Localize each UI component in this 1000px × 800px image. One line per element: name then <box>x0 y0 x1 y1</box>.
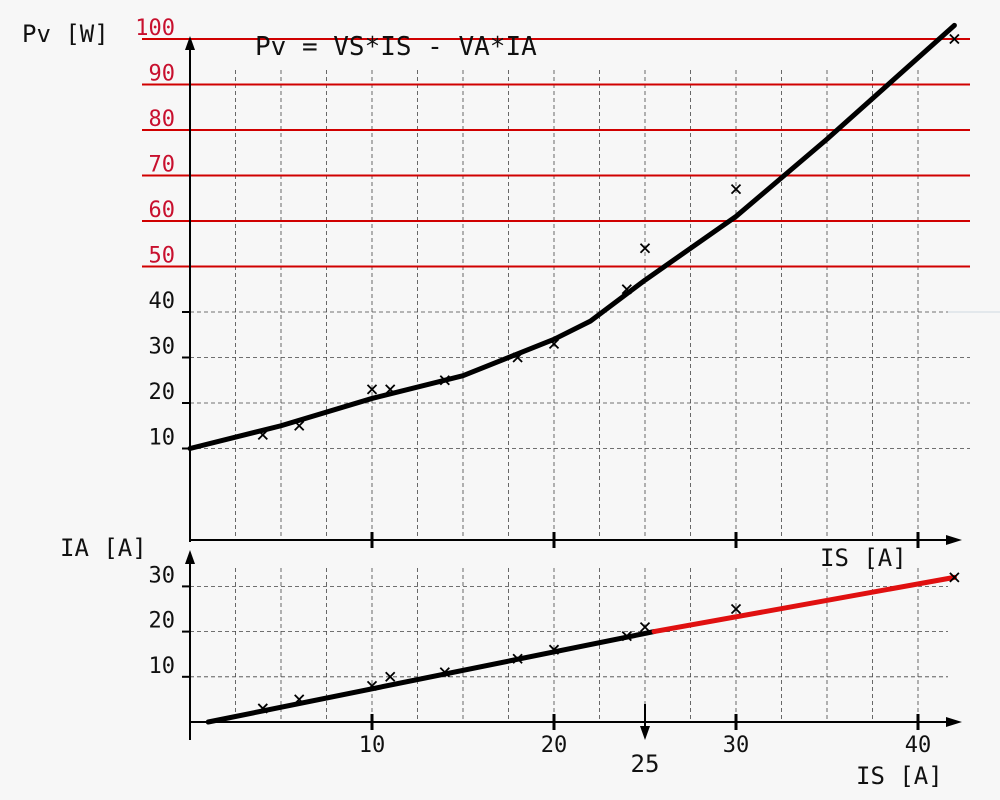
top-chart-title: Pv = VS*IS - VA*IA <box>255 32 537 62</box>
top-data-point <box>949 33 960 45</box>
bottom-x-tick-label: 40 <box>905 733 932 758</box>
marker-x-stroke <box>949 572 960 583</box>
markers-layer <box>257 33 960 714</box>
bottom-x-tick-label: 20 <box>541 733 568 758</box>
top-data-point <box>385 384 396 395</box>
marker-25-label: 25 <box>631 750 660 778</box>
bottom-data-point <box>949 572 960 583</box>
bottom-data-point <box>512 653 523 664</box>
bottom-x-tick-label: 30 <box>723 733 750 758</box>
top-y-tick-label: 20 <box>149 380 176 405</box>
top-y-tick-label: 80 <box>149 107 176 132</box>
marker-x-stroke <box>439 667 450 678</box>
marker-x-stroke <box>385 384 396 395</box>
bottom-fit-line-black <box>205 629 657 725</box>
marker-x-stroke <box>730 603 742 615</box>
bottom-data-point <box>621 630 632 642</box>
bottom-data-point <box>366 680 378 691</box>
top-y-tick-label: 10 <box>149 426 176 451</box>
bottom-data-point <box>439 667 450 678</box>
marker-x-stroke <box>730 184 742 195</box>
marker-x-stroke <box>621 284 632 295</box>
curves-layer <box>187 22 957 725</box>
top-y-tick-label: 60 <box>149 198 176 223</box>
marker-x-stroke <box>257 429 268 440</box>
bottom-x-tick-label: 10 <box>359 733 386 758</box>
top-data-point <box>621 284 632 295</box>
top-y-tick-label: 40 <box>149 289 176 314</box>
bottom-data-point <box>548 644 560 655</box>
axes-layer <box>185 36 962 740</box>
marker-x-stroke <box>512 653 523 664</box>
marker-x-stroke <box>366 384 378 395</box>
bottom-data-point <box>730 603 742 615</box>
top-data-point <box>294 420 305 431</box>
top-x-arrow <box>946 535 962 545</box>
top-y-arrow <box>185 36 195 50</box>
marker-x-stroke <box>366 680 378 691</box>
top-fit-curve <box>187 22 957 451</box>
top-y-tick-label: 30 <box>149 335 176 360</box>
top-y-tick-label: 70 <box>149 153 176 178</box>
top-y-tick-label: 100 <box>135 16 175 41</box>
top-y-tick-label: 50 <box>149 244 176 269</box>
top-data-point <box>366 384 378 395</box>
bottom-fit-line-red <box>651 574 957 635</box>
top-data-point <box>512 352 523 363</box>
bottom-data-point <box>639 621 651 633</box>
marker-25-arrow <box>640 726 650 740</box>
marker-x-stroke <box>385 671 396 682</box>
bottom-data-point <box>294 694 305 705</box>
marker-x-stroke <box>639 621 651 633</box>
marker-x-stroke <box>621 630 632 642</box>
marker-x-stroke <box>548 644 560 655</box>
marker-x-stroke <box>439 375 450 386</box>
top-data-point <box>639 243 651 254</box>
top-y-tick-label: 90 <box>149 62 176 87</box>
top-data-point <box>548 338 560 349</box>
top-data-point <box>257 429 268 440</box>
bottom-y-tick-label: 10 <box>149 654 176 679</box>
bottom-y-tick-label: 20 <box>149 609 176 634</box>
bottom-y-tick-label: 30 <box>149 563 176 588</box>
top-x-axis-label: IS [A] <box>820 544 907 572</box>
bottom-x-arrow <box>946 717 962 727</box>
marker-x-stroke <box>949 33 960 45</box>
marker-x-stroke <box>639 243 651 254</box>
marker-x-stroke <box>294 694 305 705</box>
bottom-y-arrow <box>185 550 195 564</box>
bottom-y-axis-label: IA [A] <box>60 534 147 562</box>
top-data-point <box>439 375 450 386</box>
top-data-point <box>730 184 742 195</box>
marker-x-stroke <box>294 420 305 431</box>
bottom-data-point <box>385 671 396 682</box>
grid-layer <box>142 38 1000 722</box>
marker-x-stroke <box>257 703 268 714</box>
top-y-axis-label: Pv [W] <box>22 20 109 48</box>
marker-x-stroke <box>548 338 560 349</box>
marker-x-stroke <box>512 352 523 363</box>
bottom-x-axis-label: IS [A] <box>856 762 943 790</box>
bottom-data-point <box>257 703 268 714</box>
ticks-layer: 10 20 30 40 50 60 70 80 90 100 10 20 30 10 20 30 40 25 <box>135 16 931 778</box>
